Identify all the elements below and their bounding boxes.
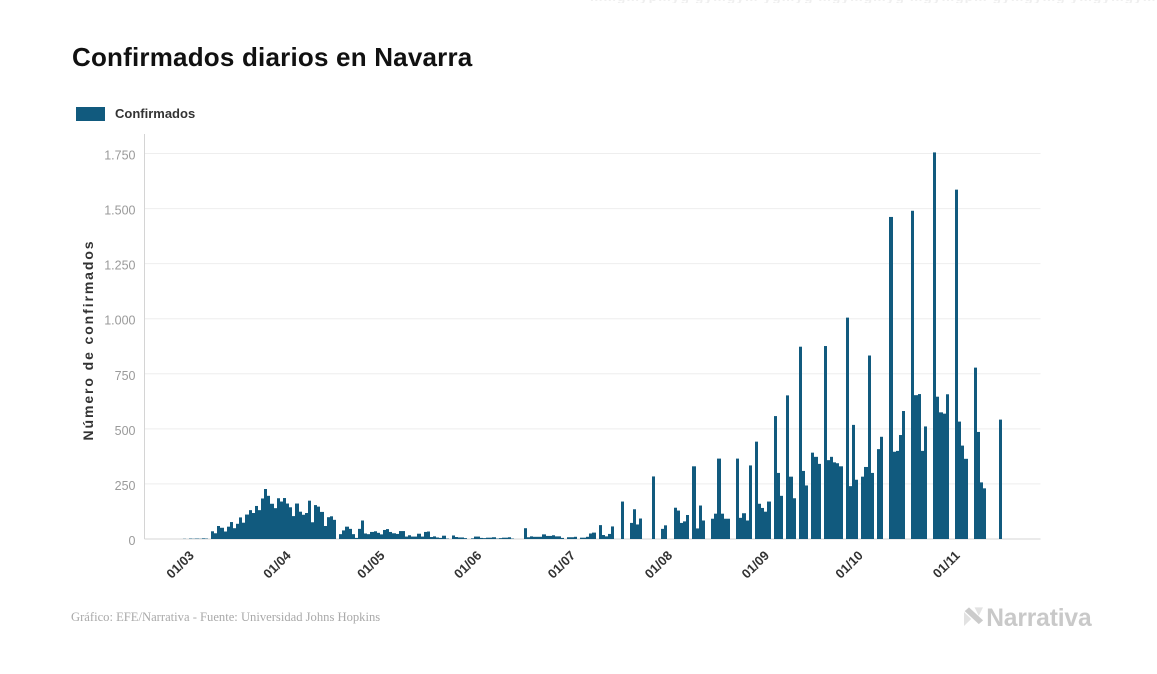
svg-text:500: 500: [115, 424, 136, 438]
svg-text:Número de confirmados: Número de confirmados: [80, 240, 96, 441]
svg-text:01/11: 01/11: [930, 548, 963, 581]
svg-text:01/03: 01/03: [163, 548, 197, 582]
svg-text:01/10: 01/10: [832, 548, 866, 582]
svg-text:Narrativa: Narrativa: [986, 605, 1092, 632]
svg-text:01/07: 01/07: [545, 548, 579, 582]
svg-text:250: 250: [115, 479, 136, 493]
svg-text:1.500: 1.500: [104, 204, 135, 218]
svg-text:01/04: 01/04: [260, 547, 294, 581]
svg-text:750: 750: [115, 369, 136, 383]
svg-text:1.000: 1.000: [104, 314, 135, 328]
svg-text:1.250: 1.250: [104, 259, 135, 273]
svg-text:01/05: 01/05: [354, 548, 388, 582]
svg-text:01/06: 01/06: [451, 548, 485, 582]
svg-text:0: 0: [129, 534, 136, 548]
svg-text:1.750: 1.750: [104, 149, 135, 163]
svg-text:01/09: 01/09: [738, 548, 772, 582]
svg-text:01/08: 01/08: [642, 548, 676, 582]
